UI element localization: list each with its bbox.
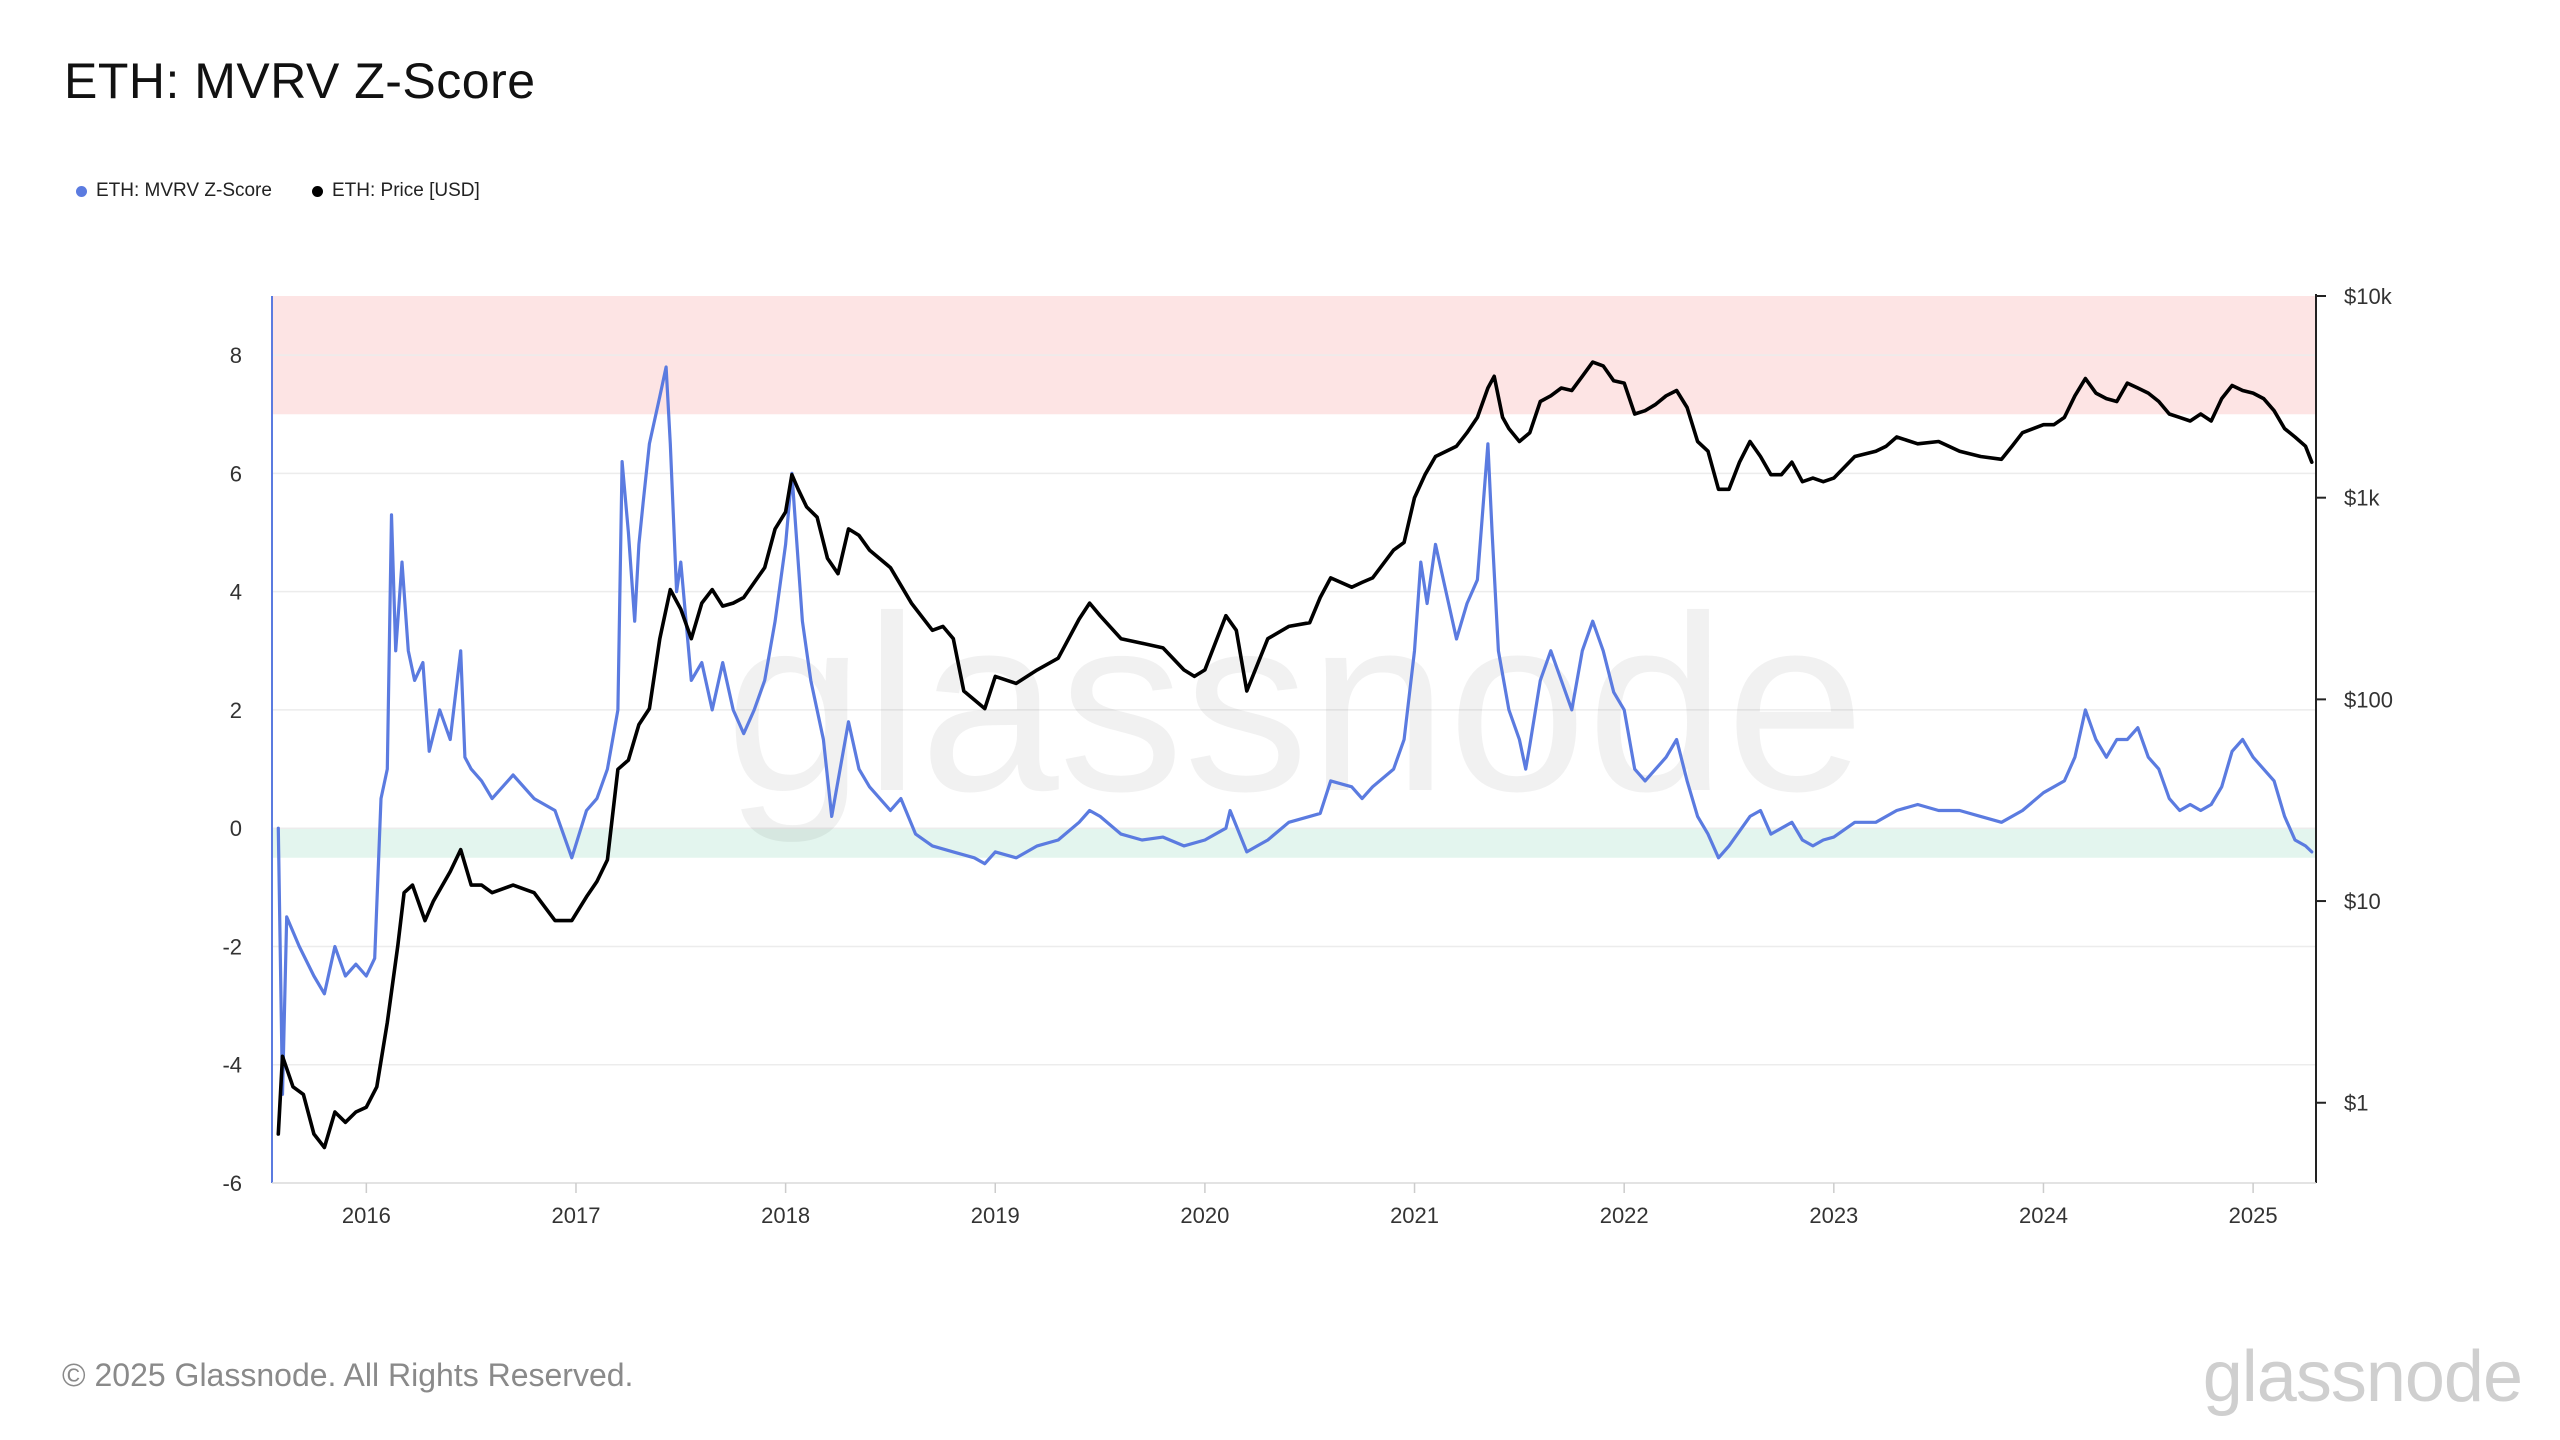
legend-dot-mvrv — [76, 185, 87, 197]
y-left-tick-label: -2 — [222, 934, 242, 959]
legend-dot-price — [311, 185, 323, 197]
y-right-tick-label: $10k — [2344, 284, 2393, 309]
y-left-tick-label: -6 — [222, 1171, 242, 1196]
y-right-tick-label: $1k — [2344, 486, 2380, 511]
chart-legend: ETH: MVRV Z-Score ETH: Price [USD] — [76, 180, 480, 202]
y-left-tick-label: 6 — [230, 461, 242, 486]
x-tick-label: 2022 — [1600, 1203, 1649, 1228]
y-right-tick-label: $1 — [2344, 1091, 2368, 1116]
x-tick-label: 2019 — [971, 1203, 1020, 1228]
undervalued-zone-band — [272, 828, 2316, 858]
x-tick-label: 2020 — [1180, 1203, 1229, 1228]
legend-label-mvrv: ETH: MVRV Z-Score — [96, 180, 272, 201]
brand-logo: glassnode — [2202, 1337, 2523, 1417]
series-line-eth-price — [276, 360, 2314, 1150]
x-tick-label: 2017 — [552, 1203, 601, 1228]
y-left-tick-label: 8 — [230, 343, 242, 368]
y-right-tick-label: $10 — [2344, 889, 2381, 914]
x-tick-label: 2025 — [2229, 1203, 2278, 1228]
x-tick-label: 2024 — [2019, 1203, 2068, 1228]
legend-label-price: ETH: Price [USD] — [331, 180, 480, 201]
y-left-tick-label: 4 — [230, 580, 242, 605]
legend-item-price[interactable]: ETH: Price [USD] — [311, 180, 480, 202]
legend-item-mvrv[interactable]: ETH: MVRV Z-Score — [76, 180, 272, 202]
x-tick-label: 2016 — [342, 1203, 391, 1228]
series-line-mvrv-zscore — [276, 365, 2314, 1096]
chart-title: ETH: MVRV Z-Score — [64, 53, 536, 109]
copyright-text: © 2025 Glassnode. All Rights Reserved. — [62, 1357, 634, 1393]
y-left-tick-label: 0 — [230, 816, 242, 841]
y-right-tick-label: $100 — [2344, 687, 2393, 712]
y-left-tick-label: -4 — [222, 1053, 242, 1078]
x-tick-label: 2023 — [1809, 1203, 1858, 1228]
x-tick-label: 2018 — [761, 1203, 810, 1228]
y-left-tick-label: 2 — [230, 698, 242, 723]
x-tick-label: 2021 — [1390, 1203, 1439, 1228]
